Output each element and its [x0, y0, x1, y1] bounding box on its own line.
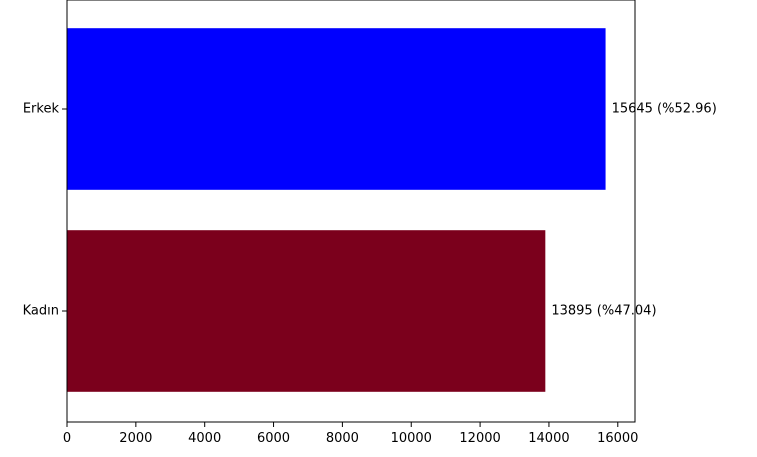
x-tick-label: 4000	[188, 431, 221, 446]
x-tick-label: 8000	[326, 431, 359, 446]
x-tick-label: 14000	[528, 431, 569, 446]
data-label: 15645 (%52.96)	[612, 102, 717, 117]
bars-layer	[67, 28, 606, 392]
x-tick-label: 6000	[257, 431, 290, 446]
x-tick-label: 10000	[391, 431, 432, 446]
y-tick-label: Kadın	[23, 304, 59, 319]
x-tick-label: 16000	[597, 431, 638, 446]
data-label: 13895 (%47.04)	[551, 304, 656, 319]
x-tick-label: 2000	[119, 431, 152, 446]
y-tick-label: Erkek	[23, 102, 60, 117]
bar-kad-n	[67, 230, 545, 392]
y-axis: Erkek Kadın	[23, 102, 67, 319]
bar-erkek	[67, 28, 606, 190]
x-tick-label: 0	[63, 431, 71, 446]
x-axis: 0 2000 4000 6000 8000 10000 12000 14000 16000	[63, 422, 639, 446]
x-tick-label: 12000	[459, 431, 500, 446]
